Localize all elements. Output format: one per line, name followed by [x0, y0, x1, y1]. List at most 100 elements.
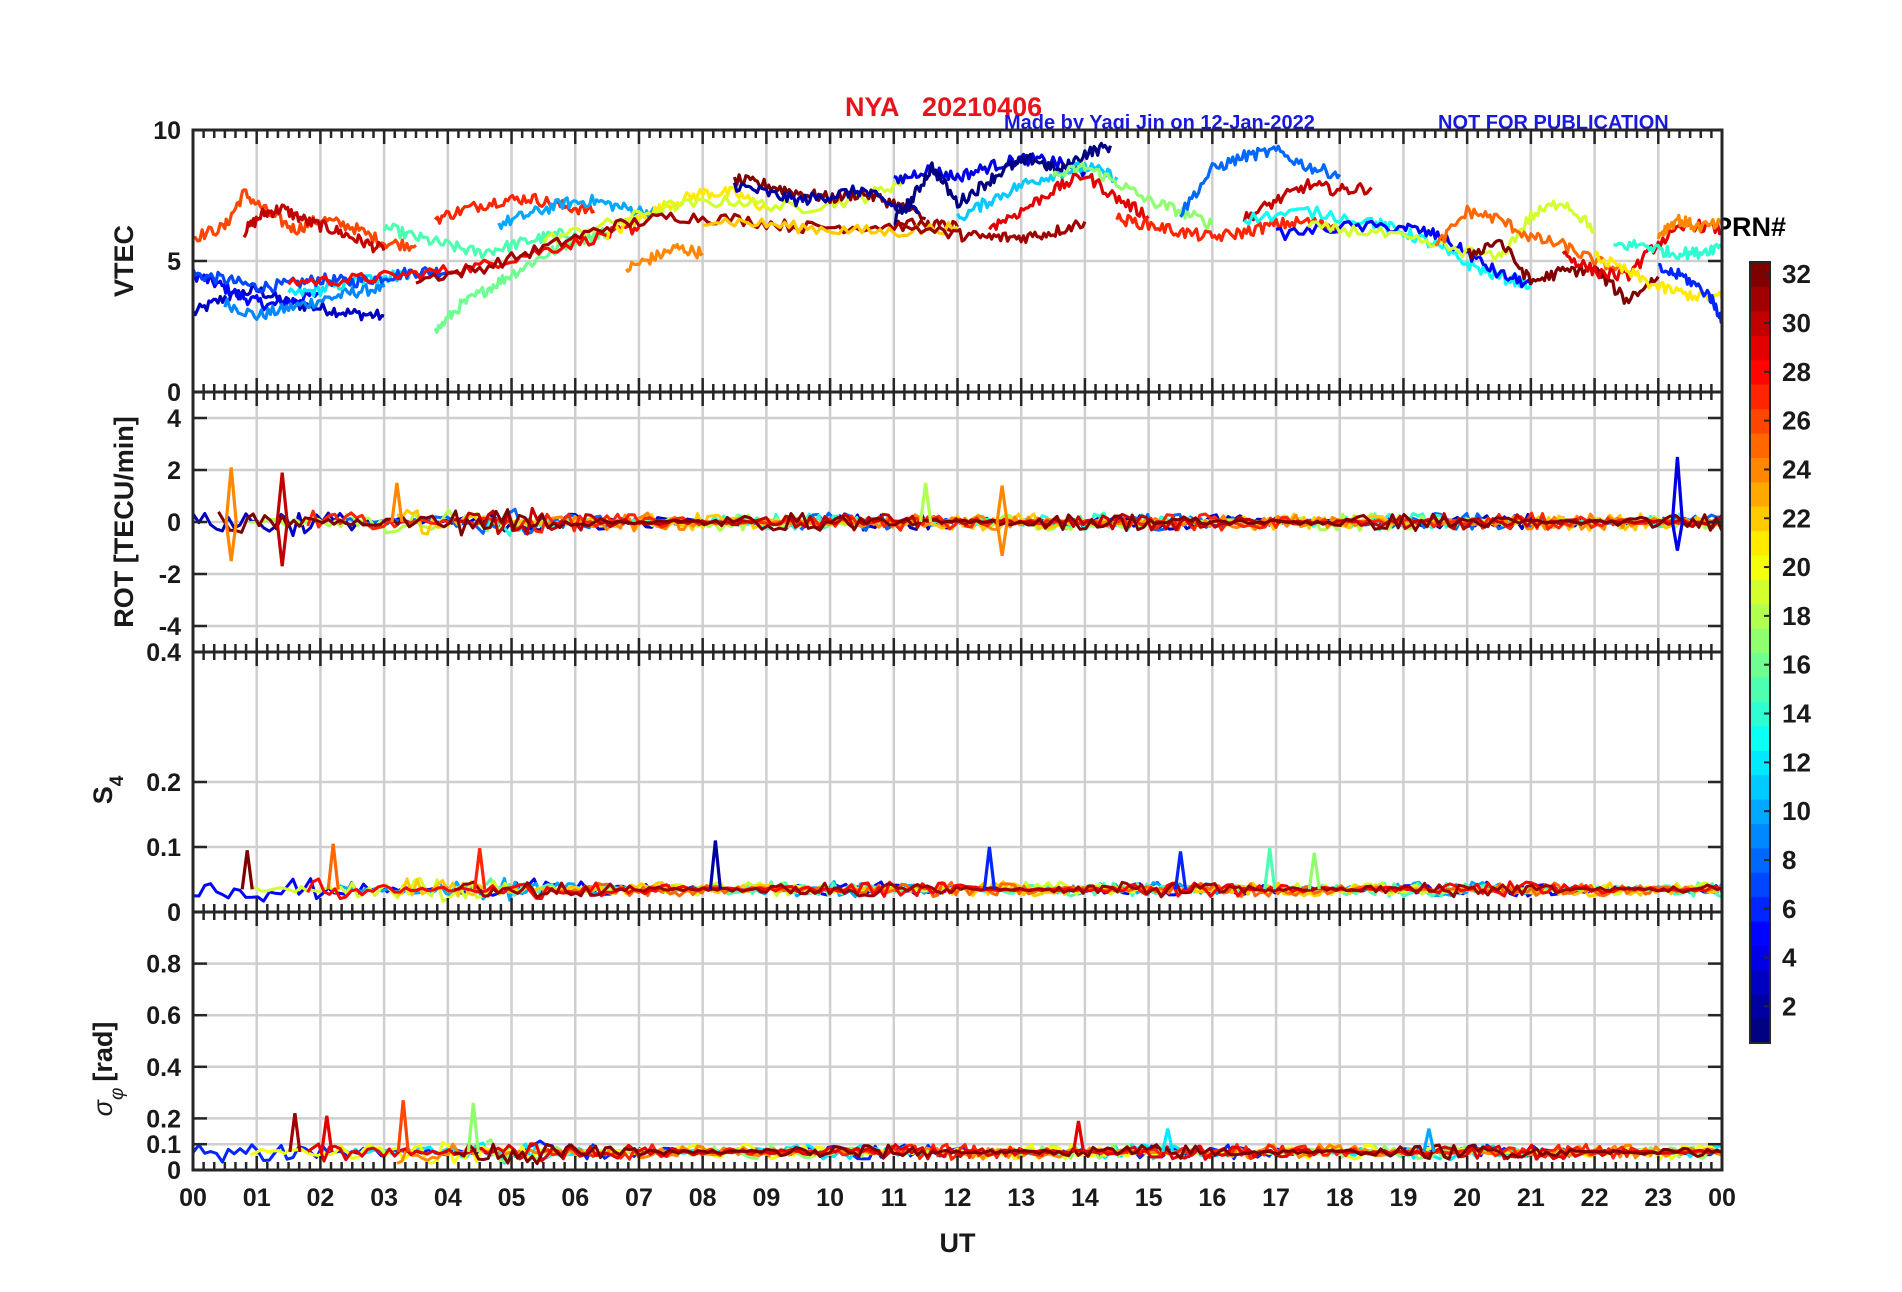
- vtec-trace-prn-27: [1115, 212, 1342, 243]
- sigma_phi-spike: [288, 1112, 302, 1153]
- y-tick-label: 10: [153, 117, 181, 145]
- vtec-trace-prn-21: [605, 185, 768, 241]
- x-tick-label: 15: [1135, 1184, 1163, 1212]
- colorbar-segment: [1750, 676, 1770, 702]
- colorbar-tick-label: 10: [1782, 796, 1811, 826]
- y-tick-label: 2: [167, 457, 181, 485]
- rot-spike: [1670, 521, 1684, 551]
- vtec-trace-prn-24: [1656, 213, 1722, 240]
- y-axis-label-sub: φ: [107, 1088, 128, 1100]
- colorbar-tick-label: 16: [1782, 650, 1811, 680]
- rot-spike: [224, 467, 238, 523]
- colorbar-segment: [1750, 432, 1770, 458]
- y-axis-label: ROT [TECU/min]: [109, 416, 139, 627]
- x-tick-label: 07: [625, 1184, 653, 1212]
- colorbar-tick-label: 26: [1782, 406, 1811, 436]
- colorbar-segment: [1750, 1018, 1770, 1044]
- x-tick-label: 12: [944, 1184, 972, 1212]
- panel-sigma_phi: 00.10.2 0.4 0.6 0.8 σφ [rad] 00 01 02 03 04 05 06 07 0…: [88, 910, 1736, 1258]
- sigma_phi-spike: [320, 1115, 334, 1153]
- vtec-trace-prn-2: [732, 182, 921, 215]
- colorbar-segment: [1750, 457, 1770, 483]
- sigma_phi-trace-prn-32: [454, 1142, 1722, 1166]
- s4-spike: [240, 850, 254, 890]
- colorbar-tick-label: 30: [1782, 308, 1811, 338]
- colorbar-segment: [1750, 945, 1770, 971]
- colorbar-segment: [1750, 408, 1770, 434]
- x-tick-label: 14: [1071, 1184, 1099, 1212]
- rot-spike: [995, 521, 1009, 557]
- y-tick-label: 0: [167, 899, 181, 927]
- colorbar-segment: [1750, 359, 1770, 385]
- x-tick-label: 21: [1517, 1184, 1545, 1212]
- s4-spike: [982, 846, 996, 890]
- sigma_phi-trace-prn-29: [306, 1142, 1722, 1163]
- vtec-trace-prn-29: [988, 172, 1150, 231]
- sigma_phi-spike: [1161, 1128, 1175, 1153]
- station-date-title: NYA 20210406: [845, 92, 1042, 123]
- colorbar-segment: [1750, 798, 1770, 824]
- x-tick-label: 18: [1326, 1184, 1354, 1212]
- x-tick-label: 04: [434, 1184, 462, 1212]
- y-tick-label: 0.4: [146, 1054, 181, 1082]
- panel-rot: -4 -2 0 2 4 ROT [TECU/min]: [109, 390, 1724, 654]
- data-layer: [193, 456, 1722, 567]
- x-tick-label: 01: [243, 1184, 271, 1212]
- y-tick-label: 0.1: [146, 1131, 181, 1159]
- vtec-trace-prn-26: [193, 188, 417, 252]
- x-tick-label: 05: [498, 1184, 526, 1212]
- y-tick-label: 0.2: [146, 769, 181, 797]
- vtec-trace-prn-19: [542, 174, 908, 244]
- vtec-trace-prn-9: [223, 280, 386, 321]
- y-tick-label: 0: [167, 1157, 181, 1185]
- colorbar-segment: [1750, 628, 1770, 654]
- x-tick-label: 08: [689, 1184, 717, 1212]
- x-tick-label: 02: [307, 1184, 335, 1212]
- x-tick-label: 03: [370, 1184, 398, 1212]
- y-tick-label: -2: [159, 561, 181, 589]
- x-tick-label: 17: [1262, 1184, 1290, 1212]
- panel-vtec: 0 5 10 VTEC: [109, 117, 1724, 407]
- colorbar-segment: [1750, 994, 1770, 1020]
- y-axis-label-sigma: σ: [88, 1098, 118, 1116]
- s4-spike: [1307, 852, 1321, 890]
- colorbar-segment: [1750, 847, 1770, 873]
- data-layer: [193, 141, 1722, 334]
- vtec-trace-prn-19: [1306, 199, 1596, 262]
- colorbar-segment: [1750, 310, 1770, 336]
- vtec-trace-prn-31: [892, 219, 1087, 244]
- colorbar-segment: [1750, 823, 1770, 849]
- colorbar-segment: [1750, 506, 1770, 532]
- vtec-trace-prn-30: [1242, 178, 1373, 223]
- colorbar-title: PRN#: [1714, 212, 1787, 242]
- y-tick-label: -4: [159, 613, 181, 641]
- vtec-trace-prn-14: [1612, 239, 1722, 261]
- vtec-trace-prn-10: [497, 193, 660, 231]
- y-axis-label-sub: 4: [107, 775, 128, 786]
- x-tick-label: 13: [1007, 1184, 1035, 1212]
- s4-spike: [473, 848, 487, 890]
- vtec-trace-prn-5: [1275, 219, 1533, 289]
- colorbar-tick-label: 28: [1782, 357, 1811, 387]
- x-tick-label: 20: [1453, 1184, 1481, 1212]
- y-tick-label: 0.2: [146, 1105, 181, 1133]
- colorbar-segment: [1750, 774, 1770, 800]
- y-tick-label: 0.8: [146, 951, 181, 979]
- sigma_phi-spike: [1422, 1128, 1436, 1153]
- colorbar-tick-label: 8: [1782, 845, 1796, 875]
- rot-spike: [995, 485, 1009, 523]
- colorbar-segment: [1750, 384, 1770, 410]
- date-label: 20210406: [922, 92, 1043, 122]
- colorbar-segment: [1750, 335, 1770, 361]
- colorbar-segment: [1750, 286, 1770, 312]
- rot-spike: [224, 521, 238, 562]
- x-tick-label: 11: [881, 1184, 908, 1212]
- s4-spike: [1263, 848, 1277, 890]
- x-tick-label: 16: [1198, 1184, 1226, 1212]
- x-tick-label: 23: [1644, 1184, 1672, 1212]
- colorbar-segment: [1750, 262, 1770, 288]
- x-tick-label: 19: [1390, 1184, 1418, 1212]
- colorbar-segment: [1750, 725, 1770, 751]
- vtec-trace-prn-16: [433, 227, 609, 334]
- s4-trace-prn-31: [454, 880, 1722, 899]
